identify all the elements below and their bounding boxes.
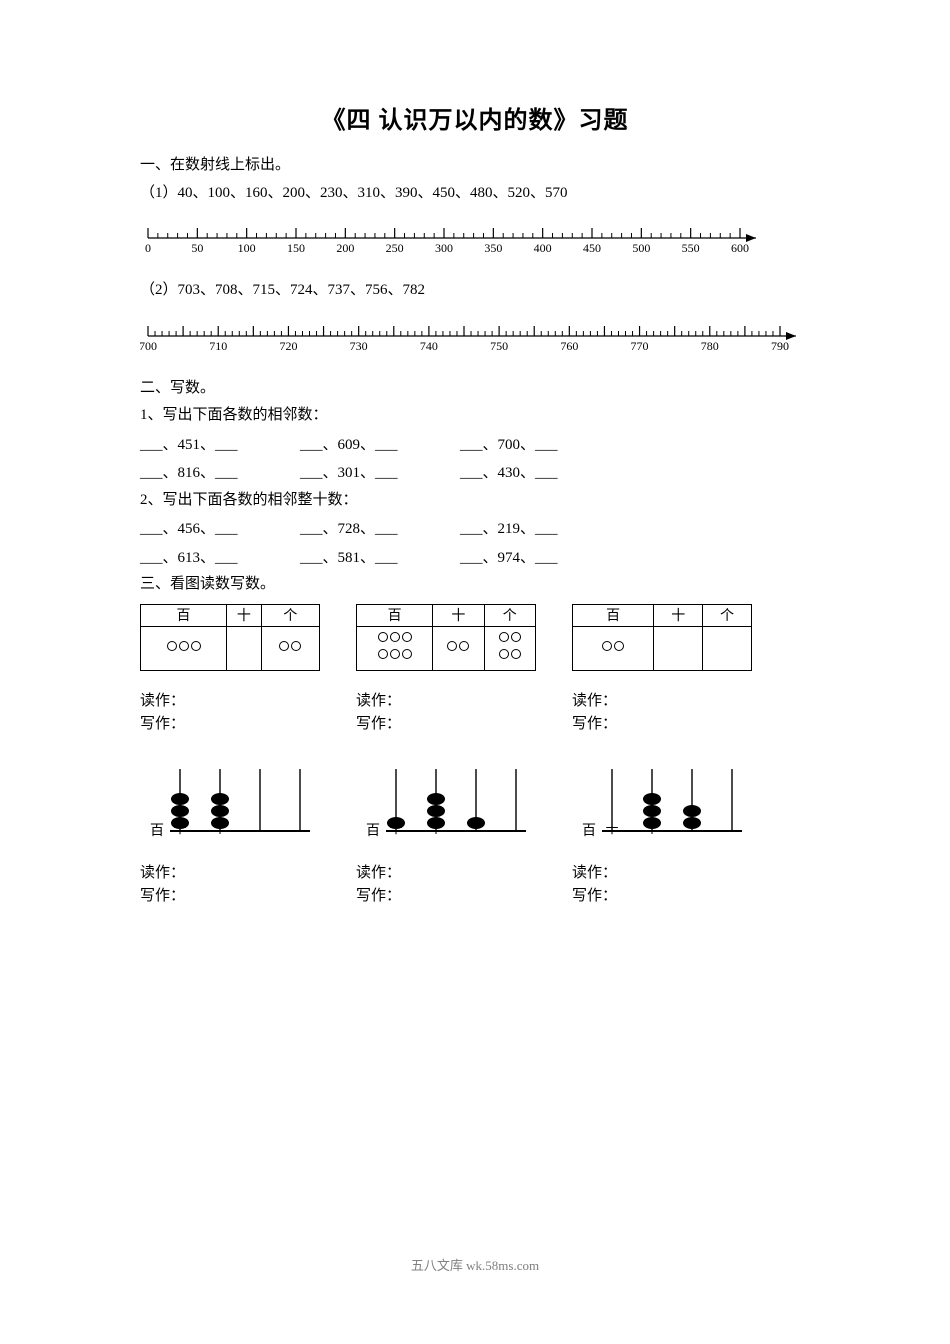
- write-label: 写作：: [356, 712, 536, 733]
- svg-text:780: 780: [701, 339, 719, 353]
- s2-sub1: 1、写出下面各数的相邻数：: [140, 403, 810, 429]
- q1-label: （1）40、100、160、200、230、310、390、450、480、52…: [140, 181, 810, 207]
- svg-text:400: 400: [534, 241, 552, 255]
- svg-text:760: 760: [560, 339, 578, 353]
- section3-heading: 三、看图读数写数。: [140, 572, 810, 598]
- svg-text:十: 十: [605, 821, 618, 836]
- svg-text:740: 740: [420, 339, 438, 353]
- read-label: 读作：: [140, 861, 320, 882]
- s2-row2: ___、816、______、301、______、430、___: [140, 459, 810, 488]
- svg-text:450: 450: [583, 241, 601, 255]
- svg-text:600: 600: [731, 241, 749, 255]
- svg-text:750: 750: [490, 339, 508, 353]
- readwrite-row2-write: 写作： 写作： 写作：: [140, 884, 810, 905]
- svg-text:700: 700: [140, 339, 157, 353]
- section1-heading: 一、在数射线上标出。: [140, 153, 810, 179]
- svg-text:个: 个: [429, 821, 442, 836]
- number-line-1: 0 50 100 150 200 250 300 350 400 450 500 550 600: [140, 224, 810, 260]
- s2-row4: ___、613、______、581、______、974、___: [140, 544, 810, 573]
- write-label: 写作：: [140, 884, 320, 905]
- svg-text:350: 350: [484, 241, 502, 255]
- svg-text:百: 百: [366, 823, 380, 839]
- read-label: 读作：: [572, 861, 752, 882]
- s2-row1: ___、451、______、609、______、700、___: [140, 431, 810, 460]
- read-label: 读作：: [140, 689, 320, 710]
- place-value-chart: 百十个: [356, 604, 536, 671]
- s2-row3: ___、456、______、728、______、219、___: [140, 515, 810, 544]
- write-label: 写作：: [572, 884, 752, 905]
- s2-sub2: 2、写出下面各数的相邻整十数：: [140, 488, 810, 514]
- svg-text:730: 730: [350, 339, 368, 353]
- svg-text:50: 50: [191, 241, 203, 255]
- read-label: 读作：: [356, 689, 536, 710]
- write-label: 写作：: [572, 712, 752, 733]
- abacus: 百十 个: [356, 761, 536, 851]
- number-line-2: 700 710 720 730 740 750 760 770 780 790: [140, 322, 810, 358]
- svg-text:0: 0: [145, 241, 151, 255]
- svg-text:百: 百: [150, 823, 164, 839]
- place-value-chart: 百十个: [140, 604, 320, 671]
- write-label: 写作：: [356, 884, 536, 905]
- readwrite-row2-read: 读作： 读作： 读作：: [140, 861, 810, 882]
- svg-text:710: 710: [209, 339, 227, 353]
- svg-text:个: 个: [213, 821, 226, 836]
- place-value-charts: 百十个百十个百十个: [140, 604, 810, 671]
- abacus: 百十 个: [140, 761, 320, 851]
- abacus-row: 百十个百十个百十个: [140, 761, 810, 851]
- readwrite-row1-read: 读作： 读作： 读作：: [140, 689, 810, 710]
- page-title: 《四 认识万以内的数》习题: [140, 100, 810, 135]
- svg-text:500: 500: [632, 241, 650, 255]
- svg-text:770: 770: [631, 339, 649, 353]
- svg-text:百: 百: [582, 823, 596, 839]
- q2-label: （2）703、708、715、724、737、756、782: [140, 278, 810, 304]
- read-label: 读作：: [356, 861, 536, 882]
- svg-text:100: 100: [238, 241, 256, 255]
- section2-heading: 二、写数。: [140, 376, 810, 402]
- write-label: 写作：: [140, 712, 320, 733]
- readwrite-row1-write: 写作： 写作： 写作：: [140, 712, 810, 733]
- svg-text:550: 550: [682, 241, 700, 255]
- page-footer: 五八文库 wk.58ms.com: [0, 1255, 950, 1274]
- abacus: 百十 个: [572, 761, 752, 851]
- svg-text:十: 十: [173, 821, 186, 836]
- read-label: 读作：: [572, 689, 752, 710]
- place-value-chart: 百十个: [572, 604, 752, 671]
- svg-text:250: 250: [386, 241, 404, 255]
- svg-text:个: 个: [645, 821, 658, 836]
- svg-text:720: 720: [279, 339, 297, 353]
- svg-text:790: 790: [771, 339, 789, 353]
- svg-text:150: 150: [287, 241, 305, 255]
- svg-text:200: 200: [336, 241, 354, 255]
- svg-text:十: 十: [389, 821, 402, 836]
- svg-text:300: 300: [435, 241, 453, 255]
